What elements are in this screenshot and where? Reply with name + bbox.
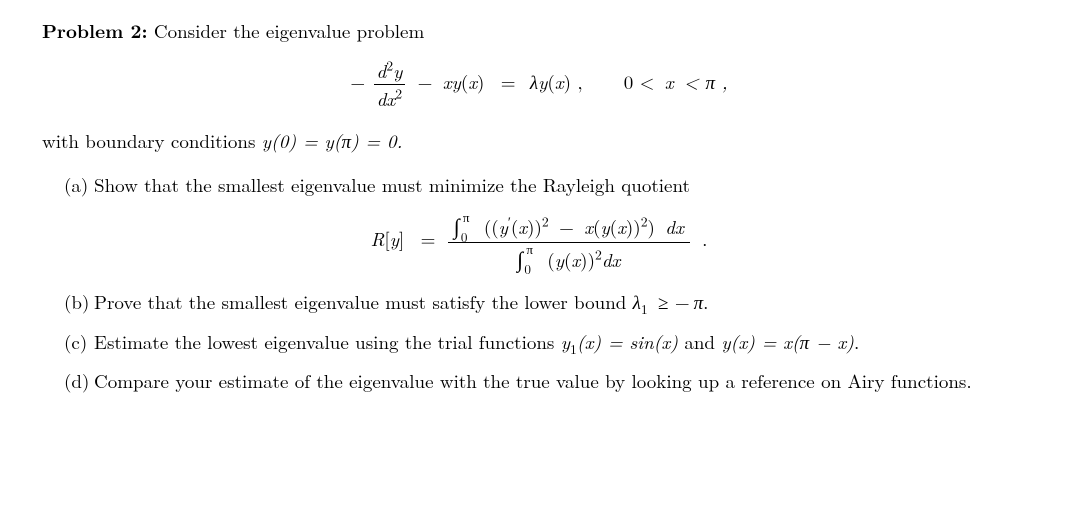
num-yfun: y xyxy=(600,213,609,240)
item-a-body: Show that the smallest eigenvalue must m… xyxy=(94,172,1036,198)
ray-eq: = xyxy=(421,225,436,252)
den-sq: 2 xyxy=(595,244,602,263)
frac-den-sup: 2 xyxy=(395,84,402,103)
num-rparen: ) xyxy=(648,213,655,240)
int-high: π xyxy=(463,208,470,226)
equals-sign: = xyxy=(501,68,516,95)
b-pi: π xyxy=(694,288,704,315)
c-y2: y(x) = x(π − x) xyxy=(721,328,854,355)
minus-sign: − xyxy=(350,68,365,95)
frac-den-dx: dx xyxy=(377,85,396,112)
num-sq2: 2 xyxy=(641,212,648,231)
b-period: . xyxy=(703,288,708,315)
ray-rbracket: ] xyxy=(399,225,404,252)
item-b-label: (b) xyxy=(64,289,94,315)
num-m2: )) xyxy=(527,213,542,240)
item-c-pre: Estimate the lowest eigenvalue using the… xyxy=(94,328,554,355)
c-y1: y xyxy=(561,328,570,355)
problem-page: Problem 2: Consider the eigenvalue probl… xyxy=(0,0,1078,428)
item-b: (b) Prove that the smallest eigenvalue m… xyxy=(64,289,1036,315)
rayleigh-quotient: R[y] = ∫ 0 π ((y′(x))2 − x(y(x))2) dx ∫ … xyxy=(42,211,1036,273)
arg-x2: x xyxy=(555,68,564,95)
minus-2: − xyxy=(418,68,433,95)
b-ge: ≥ − xyxy=(658,288,690,315)
ode-equation: − d2y dx2 − xy(x) = λy(x) , 0 < x < π , xyxy=(42,58,1036,112)
num-sq1: 2 xyxy=(542,212,549,231)
problem-label: Problem 2: xyxy=(42,16,148,44)
num-lparen: (( xyxy=(484,213,499,240)
int-low: 0 xyxy=(461,228,468,246)
item-d-body: Compare your estimate of the eigenvalue … xyxy=(94,368,1036,394)
int-high2: π xyxy=(526,240,533,258)
frac-num-d: d xyxy=(377,57,387,84)
ray-period: . xyxy=(702,225,707,252)
frac-num-y: y xyxy=(393,57,402,84)
num-yprime: y xyxy=(499,213,508,240)
num-dx: dx xyxy=(665,213,684,240)
bc-pre: with boundary conditions xyxy=(42,127,255,154)
y-fun: y xyxy=(538,68,547,95)
ray-den-int: ∫ 0 π xyxy=(517,244,523,273)
den-y: y xyxy=(555,246,564,273)
c-y1-sub: 1 xyxy=(570,339,577,358)
b-sub1: 1 xyxy=(641,299,648,318)
boundary-conditions: with boundary conditions y(0) = y(π) = 0… xyxy=(42,128,1036,154)
domain-post: < π , xyxy=(684,68,728,95)
xy-term: xy xyxy=(443,68,461,95)
num-m5: )) xyxy=(626,213,641,240)
den-l: ( xyxy=(547,246,554,273)
num-m4: ( xyxy=(610,213,617,240)
num-x2: x xyxy=(584,213,593,240)
problem-intro: Consider the eigenvalue problem xyxy=(154,17,424,44)
problem-header: Problem 2: Consider the eigenvalue probl… xyxy=(42,18,1036,44)
item-c-label: (c) xyxy=(64,329,94,355)
int-sym2: ∫ xyxy=(517,243,523,274)
item-a-label: (a) xyxy=(64,172,94,198)
ray-y: y xyxy=(390,225,399,252)
c-and: and xyxy=(684,328,715,355)
b-lambda: λ xyxy=(633,288,641,315)
paren-l2: ( xyxy=(547,68,554,95)
num-x3: x xyxy=(617,213,626,240)
den-m2: )) xyxy=(580,246,595,273)
c-period: . xyxy=(854,328,859,355)
ray-num-int: ∫ 0 π xyxy=(454,211,460,240)
int-sym: ∫ xyxy=(454,210,460,241)
domain-x: x xyxy=(665,68,674,95)
den-dx: dx xyxy=(602,246,621,273)
ray-R: R xyxy=(371,225,385,252)
item-a: (a) Show that the smallest eigenvalue mu… xyxy=(64,172,1036,198)
ray-frac: ∫ 0 π ((y′(x))2 − x(y(x))2) dx ∫ 0 π (y(… xyxy=(448,211,690,273)
bc-eq: y(0) = y(π) = 0. xyxy=(262,127,403,154)
paren-r: ) xyxy=(477,68,484,95)
int-low2: 0 xyxy=(524,260,531,278)
item-c: (c) Estimate the lowest eigenvalue using… xyxy=(64,329,1036,355)
d2y-dx2-frac: d2y dx2 xyxy=(374,58,406,112)
item-b-pre: Prove that the smallest eigenvalue must … xyxy=(94,288,626,315)
item-d: (d) Compare your estimate of the eigenva… xyxy=(64,368,1036,394)
item-d-label: (d) xyxy=(64,368,94,394)
num-minus: − xyxy=(559,213,574,240)
lambda: λ xyxy=(530,68,538,95)
den-x: x xyxy=(571,246,580,273)
arg-x: x xyxy=(468,68,477,95)
num-x1: x xyxy=(518,213,527,240)
paren-r2: ) , xyxy=(564,68,583,95)
domain-pre: 0 < xyxy=(624,68,655,95)
c-y1-arg: (x) = sin(x) xyxy=(577,328,678,355)
